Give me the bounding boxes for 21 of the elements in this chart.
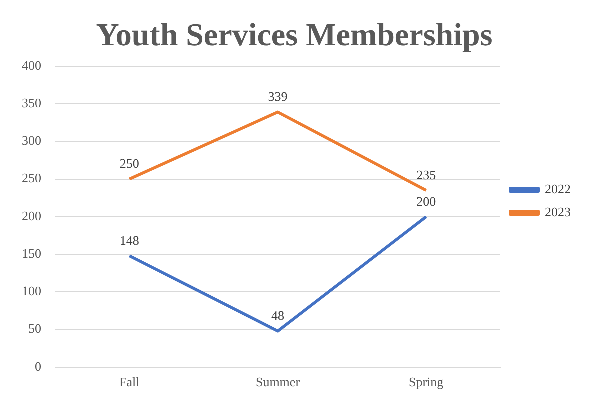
y-tick-label: 250	[22, 170, 42, 186]
data-label: 48	[272, 308, 284, 324]
x-tick-label: Summer	[256, 374, 301, 390]
y-tick-label: 50	[28, 321, 42, 336]
chart-title: Youth Services Memberships	[96, 16, 493, 52]
x-tick-label: Fall	[120, 374, 140, 390]
legend-label: 2022	[545, 181, 571, 196]
y-tick-label: 400	[22, 58, 42, 73]
y-tick-label: 100	[22, 284, 42, 299]
y-tick-label: 150	[22, 246, 42, 261]
x-tick-label: Spring	[408, 374, 444, 390]
legend-label: 2023	[545, 204, 571, 220]
data-label: 148	[120, 232, 140, 248]
y-tick-label: 300	[22, 133, 42, 148]
data-label: 200	[416, 194, 436, 209]
data-label: 250	[120, 156, 140, 172]
y-tick-label: 0	[35, 358, 42, 374]
data-label: 339	[268, 89, 288, 104]
y-tick-label: 350	[22, 95, 42, 110]
y-tick-label: 200	[22, 208, 42, 224]
data-label: 235	[416, 167, 436, 182]
